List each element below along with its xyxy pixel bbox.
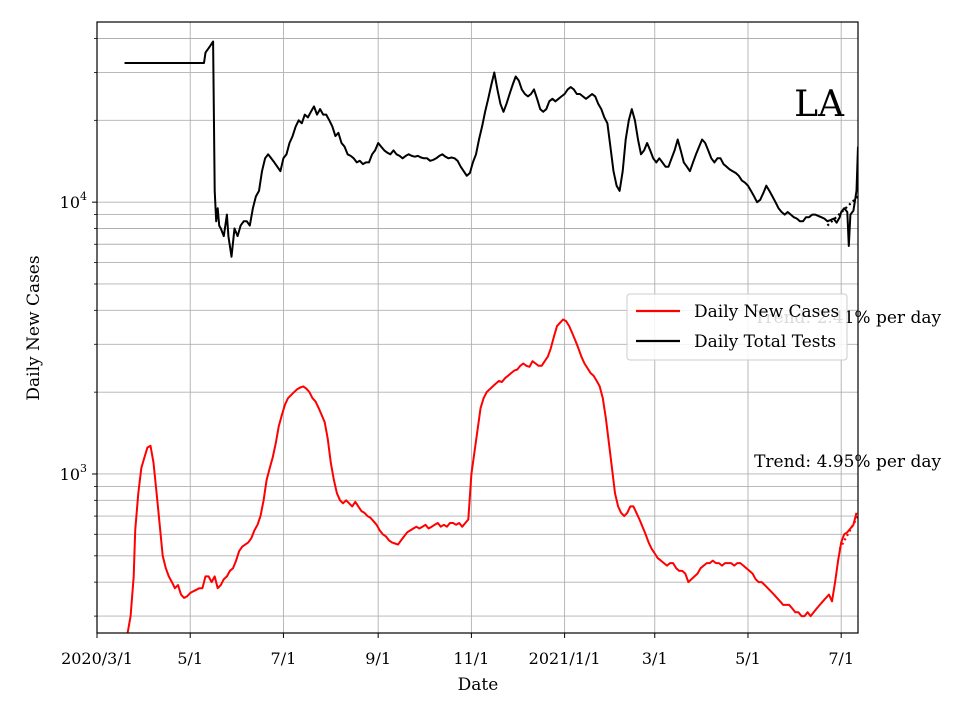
y-tick-label: 103: [60, 462, 87, 484]
x-tick-label: 2021/1/1: [529, 649, 601, 668]
series-line-daily-new-cases: [126, 318, 858, 633]
x-tick-label: 5/1: [735, 649, 761, 668]
y-axis-label: Daily New Cases: [24, 255, 44, 400]
plot-frame: [96, 21, 859, 634]
x-tick-label: 11/1: [453, 649, 489, 668]
region-label: LA: [794, 84, 845, 125]
trend-line: [838, 515, 858, 550]
axis-ticks: 2020/3/1 5/1 7/1 9/1 11/1 2021/1/1 3/1 5/1 7/1 10…: [60, 38, 854, 668]
x-tick-label: 7/1: [271, 649, 297, 668]
x-tick-label: 7/1: [828, 649, 854, 668]
grid: [96, 22, 858, 633]
x-tick-label: 2020/3/1: [61, 649, 133, 668]
x-tick-label: 5/1: [177, 649, 203, 668]
legend-label-daily-new-cases: Daily New Cases: [694, 302, 839, 322]
series-layer: [124, 40, 858, 633]
trend-cases-annotation: Trend: 4.95% per day: [754, 452, 941, 472]
legend-label-daily-total-tests: Daily Total Tests: [694, 332, 836, 352]
x-axis-label: Date: [458, 675, 499, 695]
x-tick-label: 3/1: [642, 649, 668, 668]
y-tick-label: 104: [60, 190, 87, 212]
trend-line: [826, 195, 858, 227]
legend-box: [626, 293, 848, 361]
x-tick-label: 9/1: [365, 649, 391, 668]
legend: Daily New Cases Daily Total Tests: [626, 293, 848, 361]
series-line-daily-total-tests: [124, 40, 858, 258]
